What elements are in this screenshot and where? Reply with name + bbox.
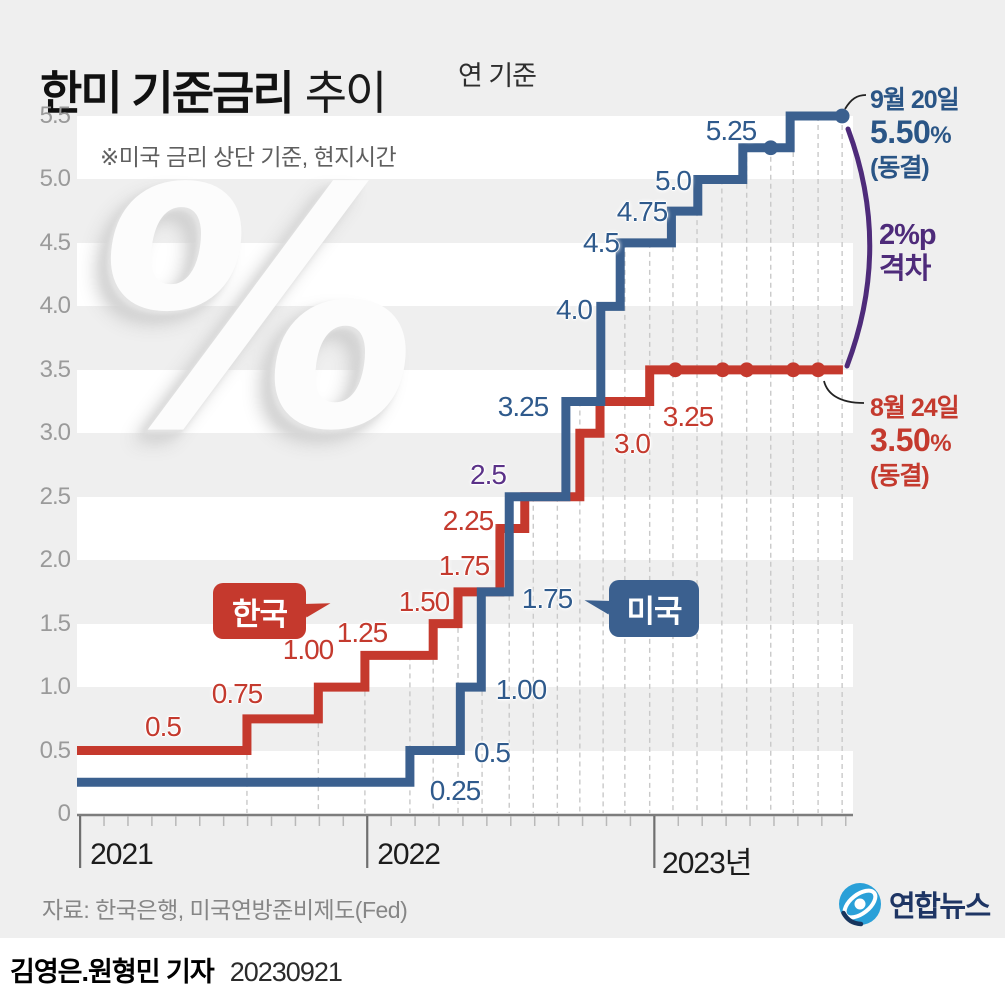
y-axis-tick-label: 1.5 — [39, 609, 71, 637]
y-axis-tick-label: 4.0 — [39, 292, 71, 320]
y-axis-tick-label: 3.5 — [39, 355, 71, 383]
data-source: 자료: 한국은행, 미국연방준비제도(Fed) — [42, 897, 408, 923]
rate-value-label: 1.00 — [495, 674, 547, 705]
rate-value-label: 2.25 — [442, 505, 494, 536]
callout-us-date: 9월 20일 — [870, 86, 960, 114]
freeze-dot-korea — [667, 362, 683, 378]
legend-us-label: 미국 — [626, 594, 682, 629]
plot-band — [77, 369, 853, 434]
freeze-dot-korea — [715, 362, 731, 378]
callout-us-note: (동결) — [870, 154, 930, 182]
rate-value-label: 3.25 — [497, 391, 549, 422]
plot-band — [77, 116, 853, 180]
plot-band — [77, 623, 853, 688]
callout-korea-rate: 3.50% — [870, 422, 952, 458]
y-axis-tick-label: 4.5 — [39, 228, 71, 256]
byline-date: 20230921 — [229, 957, 343, 987]
page-title-strong: 한미 기준금리 — [40, 66, 295, 119]
gap-annotation: 2%p 격차 — [879, 219, 937, 285]
freeze-dot-korea — [785, 362, 801, 378]
rate-value-label: 5.25 — [705, 115, 757, 146]
rate-value-label: 3.0 — [614, 428, 651, 459]
rate-line-us — [77, 111, 843, 787]
byline-strip: 김영은.원형민 기자 20230921 — [0, 938, 1005, 995]
x-axis-year-label: 2021 — [90, 838, 154, 871]
plot-band — [77, 242, 853, 307]
rate-value-label: 1.00 — [282, 634, 334, 665]
x-axis-year-label: 2022 — [377, 838, 441, 871]
legend-bubble-korea: 한국 — [213, 583, 306, 639]
y-axis-tick-label: 0.5 — [39, 736, 71, 764]
callout-korea-date: 8월 24일 — [870, 394, 960, 422]
freeze-dot-us — [763, 140, 779, 156]
rate-value-label: 1.25 — [336, 617, 388, 648]
callout-us-rate: 5.50% — [870, 114, 952, 150]
y-axis-tick-label: 3.0 — [39, 419, 71, 447]
rate-value-label: 0.75 — [211, 678, 263, 709]
unit-note: 연 기준 — [458, 61, 537, 91]
y-axis-tick-label: 5.0 — [39, 165, 71, 193]
yonhap-logo-text: 연합뉴스 — [889, 891, 991, 923]
rate-value-label: 3.25 — [662, 401, 714, 432]
y-axis-tick-label: 0 — [57, 800, 71, 827]
rate-value-label: 0.25 — [429, 775, 481, 806]
legend-korea-label: 한국 — [231, 596, 288, 632]
rate-value-label: 4.75 — [616, 196, 668, 227]
callout-korea-note: (동결) — [870, 462, 930, 490]
y-axis-tick-label: 5.5 — [39, 102, 71, 129]
rate-value-label: 2.5 — [470, 459, 507, 490]
y-axis-tick-label: 2.0 — [39, 546, 71, 574]
rate-value-label: 1.75 — [521, 583, 573, 614]
callout-us: 9월 20일 5.50% (동결) — [870, 84, 960, 184]
gap-brace — [844, 126, 873, 369]
rate-value-label: 0.5 — [145, 711, 182, 742]
plot-band — [77, 496, 853, 561]
page-title: 한미 기준금리 추이 — [40, 57, 388, 123]
y-axis-tick-label: 2.5 — [39, 482, 71, 510]
freeze-dot-korea — [810, 362, 826, 378]
freeze-dot-us — [834, 108, 850, 124]
y-axis-tick-label: 1.0 — [39, 673, 71, 701]
rate-value-label: 1.50 — [398, 586, 450, 617]
rate-value-label: 0.5 — [474, 737, 511, 768]
callout-connector-us — [844, 94, 867, 110]
page-title-light: 추이 — [304, 66, 388, 119]
callout-connector-korea — [823, 380, 865, 404]
freeze-dot-korea — [739, 362, 755, 378]
yonhap-globe-icon — [839, 883, 881, 927]
byline-authors: 김영은.원형민 기자 — [10, 957, 215, 987]
rate-value-label: 1.75 — [438, 550, 490, 581]
footnote: ※미국 금리 상단 기준, 현지시간 — [100, 144, 397, 170]
x-axis-year-label: 2023년 — [662, 847, 752, 880]
yonhap-logo: 연합뉴스 — [836, 880, 991, 928]
rate-value-label: 4.5 — [583, 227, 620, 258]
rate-value-label: 4.0 — [556, 294, 593, 325]
callout-korea: 8월 24일 3.50% (동결) — [870, 392, 960, 492]
legend-bubble-us: 미국 — [609, 580, 699, 637]
rate-value-label: 5.0 — [655, 165, 692, 196]
byline: 김영은.원형민 기자 20230921 — [10, 950, 343, 989]
